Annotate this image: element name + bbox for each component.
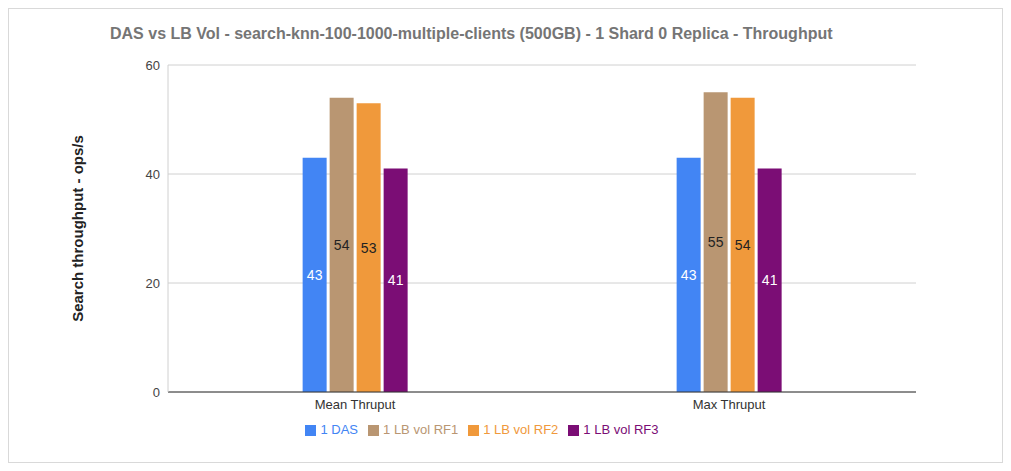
svg-text:53: 53 <box>361 240 377 256</box>
svg-text:43: 43 <box>307 267 323 283</box>
svg-text:40: 40 <box>146 167 160 182</box>
html-text:1 LB vol RF3: 1 LB vol RF3 <box>583 422 659 437</box>
svg-text:41: 41 <box>762 272 778 288</box>
svg-text:55: 55 <box>708 234 724 250</box>
html-text:1 DAS: 1 DAS <box>320 422 358 437</box>
svg-text:43: 43 <box>681 267 697 283</box>
html-text:1 LB vol RF1: 1 LB vol RF1 <box>383 422 459 437</box>
svg-text:0: 0 <box>153 385 160 400</box>
svg-text:41: 41 <box>388 272 404 288</box>
html-text:DAS vs LB Vol - search-knn-100: DAS vs LB Vol - search-knn-100-1000-mult… <box>110 25 833 42</box>
svg-text:20: 20 <box>146 276 160 291</box>
svg-text:54: 54 <box>735 237 751 253</box>
svg-text:60: 60 <box>146 58 160 73</box>
svg-text:Mean Thruput: Mean Thruput <box>315 397 396 412</box>
svg-text:Search throughput - ops/s: Search throughput - ops/s <box>69 135 86 322</box>
html-text:1 LB vol RF2: 1 LB vol RF2 <box>483 422 559 437</box>
svg-text:Max Thruput: Max Thruput <box>693 397 766 412</box>
svg-text:54: 54 <box>334 237 350 253</box>
